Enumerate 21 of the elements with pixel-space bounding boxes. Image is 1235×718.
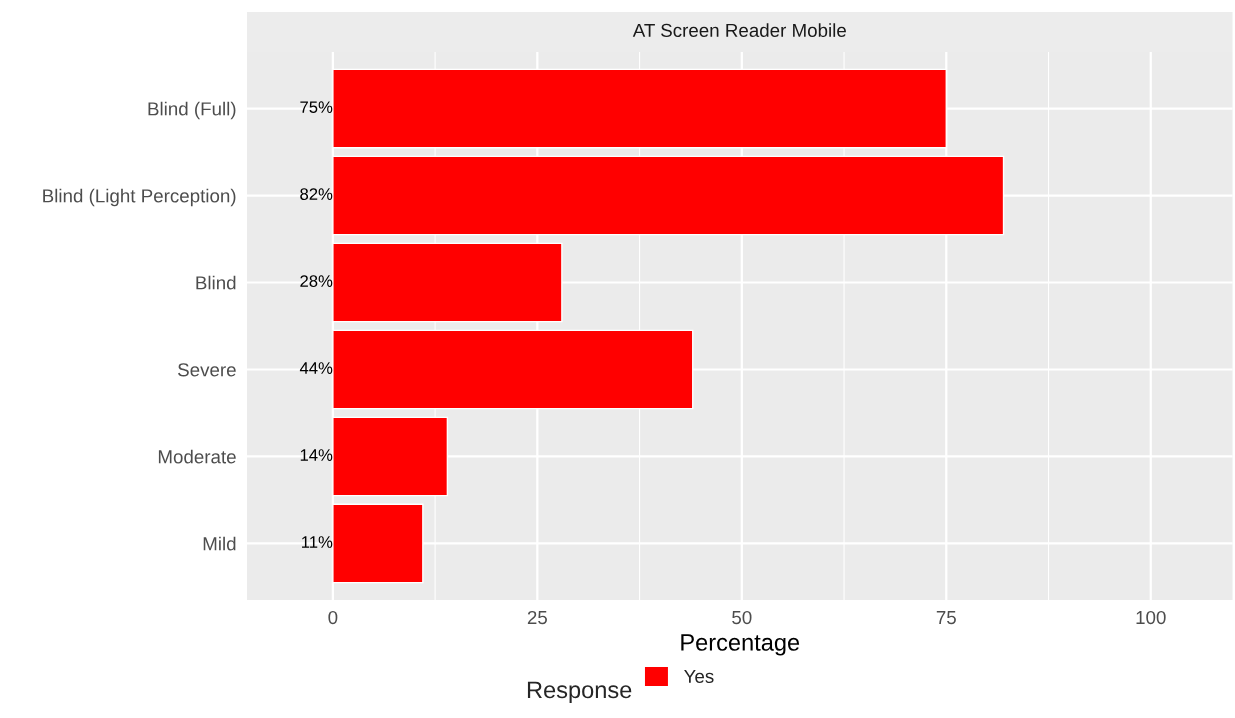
data-label: 75% [300, 101, 333, 114]
y-tick-label: Mild [203, 536, 236, 551]
x-axis-title: Percentage [681, 634, 800, 656]
y-tick-label: Blind (Light Perception) [43, 188, 236, 207]
legend-title: Response [527, 681, 632, 703]
data-label: 82% [300, 188, 333, 200]
y-tick-label: Blind (Full) [148, 101, 236, 120]
x-tick-label: 0 [328, 610, 338, 625]
x-tick-label: 100 [1136, 610, 1166, 625]
y-tick-label: Severe [178, 363, 236, 377]
data-label: 11% [302, 536, 333, 548]
x-tick-label: 25 [527, 610, 547, 625]
data-label: 14% [300, 449, 333, 461]
y-tick-label: Moderate [158, 449, 236, 464]
x-tick-label: 50 [732, 610, 752, 625]
y-tick-label: Blind [196, 275, 236, 290]
chart-title: AT Screen Reader Mobile [632, 23, 846, 38]
data-label: 44% [299, 362, 333, 374]
x-tick-label: 75 [936, 611, 956, 625]
legend-label: Yes [684, 669, 714, 684]
data-label: 28% [300, 275, 333, 287]
